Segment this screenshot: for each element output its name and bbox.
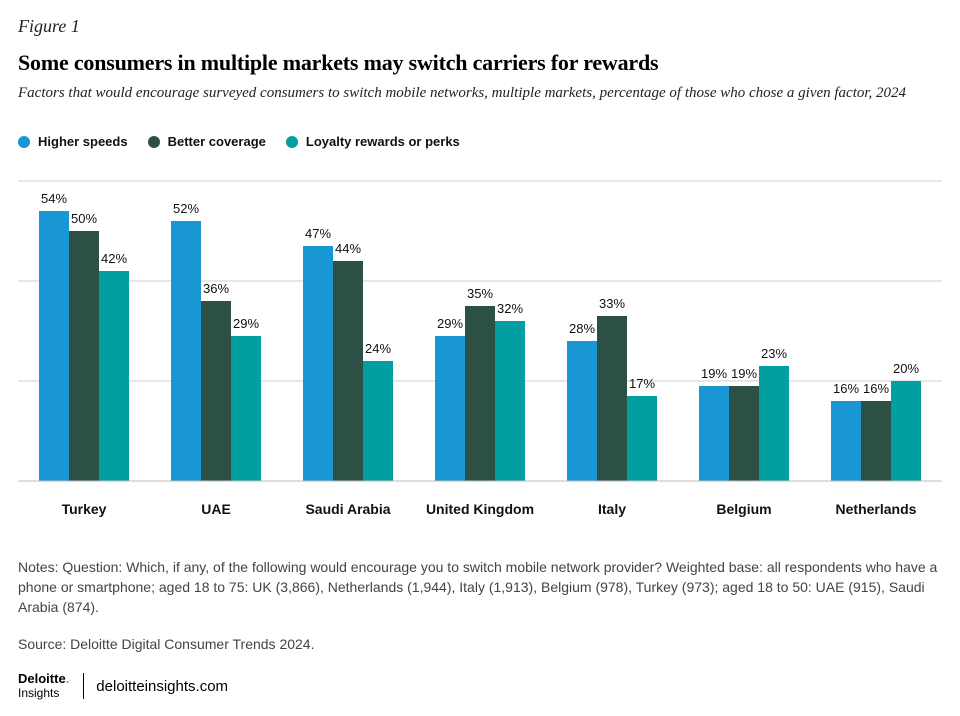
x-tick-label-belgium: Belgium [716, 501, 771, 517]
data-label-italy-higher-speeds: 28% [569, 321, 595, 336]
x-tick-label-netherlands: Netherlands [836, 501, 917, 517]
data-label-saudi-arabia-higher-speeds: 47% [305, 226, 331, 241]
data-label-united-kingdom-higher-speeds: 29% [437, 316, 463, 331]
bar-belgium-better-coverage [729, 386, 759, 481]
data-label-italy-loyalty-rewards-or-perks: 17% [629, 376, 655, 391]
data-label-netherlands-higher-speeds: 16% [833, 381, 859, 396]
bar-saudi-arabia-higher-speeds [303, 246, 333, 481]
data-label-belgium-higher-speeds: 19% [701, 366, 727, 381]
figure-label: Figure 1 [18, 16, 80, 36]
site-url[interactable]: deloitteinsights.com [96, 677, 229, 695]
data-label-saudi-arabia-better-coverage: 44% [335, 241, 361, 256]
bar-uae-loyalty-rewards-or-perks [231, 336, 261, 481]
legend-item-better-coverage: Better coverage [147, 134, 266, 149]
bar-netherlands-loyalty-rewards-or-perks [891, 381, 921, 481]
bar-saudi-arabia-better-coverage [333, 261, 363, 481]
brand-sub: Insights [18, 686, 60, 700]
bar-turkey-loyalty-rewards-or-perks [99, 271, 129, 481]
data-label-uae-better-coverage: 36% [203, 281, 229, 296]
bar-uae-higher-speeds [171, 221, 201, 481]
chart-title: Some consumers in multiple markets may s… [18, 50, 659, 75]
data-label-uae-loyalty-rewards-or-perks: 29% [233, 316, 259, 331]
bar-netherlands-better-coverage [861, 401, 891, 481]
footer-brand: Deloitte. Insights deloitteinsights.com [18, 671, 229, 701]
legend-label-loyalty-rewards: Loyalty rewards or perks [305, 134, 460, 149]
legend-swatch-better-coverage [147, 135, 160, 148]
notes: Notes: Question: Which, if any, of the f… [18, 559, 938, 615]
legend-item-higher-speeds: Higher speeds [18, 134, 128, 149]
data-label-italy-better-coverage: 33% [599, 296, 625, 311]
x-tick-label-uae: UAE [201, 501, 231, 517]
legend-label-better-coverage: Better coverage [167, 134, 266, 149]
bar-uae-better-coverage [201, 301, 231, 481]
legend-swatch-higher-speeds [18, 135, 30, 148]
data-label-saudi-arabia-loyalty-rewards-or-perks: 24% [365, 341, 391, 356]
legend-item-loyalty-rewards: Loyalty rewards or perks [285, 134, 460, 149]
bar-turkey-higher-speeds [39, 211, 69, 481]
x-tick-label-united-kingdom: United Kingdom [426, 501, 534, 517]
x-tick-label-saudi-arabia: Saudi Arabia [305, 501, 390, 517]
bar-belgium-higher-speeds [699, 386, 729, 481]
chart-subtitle: Factors that would encourage surveyed co… [18, 85, 907, 101]
brand-divider [83, 673, 85, 699]
data-label-united-kingdom-loyalty-rewards-or-perks: 32% [497, 301, 523, 316]
x-tick-label-turkey: Turkey [62, 501, 107, 517]
bar-netherlands-higher-speeds [831, 401, 861, 481]
brand-dot: . [65, 671, 70, 686]
data-label-belgium-loyalty-rewards-or-perks: 23% [761, 346, 787, 361]
legend-swatch-loyalty-rewards [285, 135, 298, 148]
data-label-united-kingdom-better-coverage: 35% [467, 286, 493, 301]
brand-name: Deloitte [18, 671, 66, 686]
data-label-uae-higher-speeds: 52% [173, 201, 199, 216]
bar-turkey-better-coverage [69, 231, 99, 481]
bar-italy-loyalty-rewards-or-perks [627, 396, 657, 481]
data-label-turkey-higher-speeds: 54% [41, 191, 67, 206]
bar-chart: 54% 50% 42% Turkey 52% 36% 29% UAE 47% 44% 24% Saud… [18, 180, 942, 517]
data-label-netherlands-loyalty-rewards-or-perks: 20% [893, 361, 919, 376]
data-label-netherlands-better-coverage: 16% [863, 381, 889, 396]
bar-united-kingdom-loyalty-rewards-or-perks [495, 321, 525, 481]
data-label-turkey-loyalty-rewards-or-perks: 42% [101, 251, 127, 266]
source: Source: Deloitte Digital Consumer Trends… [18, 636, 315, 652]
bar-saudi-arabia-loyalty-rewards-or-perks [363, 361, 393, 481]
deloitte-insights-logo: Deloitte. Insights [18, 671, 70, 701]
legend: Higher speeds Better coverage Loyalty re… [18, 134, 460, 149]
legend-label-higher-speeds: Higher speeds [38, 134, 128, 149]
bar-belgium-loyalty-rewards-or-perks [759, 366, 789, 481]
data-label-turkey-better-coverage: 50% [71, 211, 97, 226]
x-tick-label-italy: Italy [598, 501, 626, 517]
data-label-belgium-better-coverage: 19% [731, 366, 757, 381]
bar-italy-better-coverage [597, 316, 627, 481]
bar-italy-higher-speeds [567, 341, 597, 481]
bar-united-kingdom-better-coverage [465, 306, 495, 481]
bar-united-kingdom-higher-speeds [435, 336, 465, 481]
